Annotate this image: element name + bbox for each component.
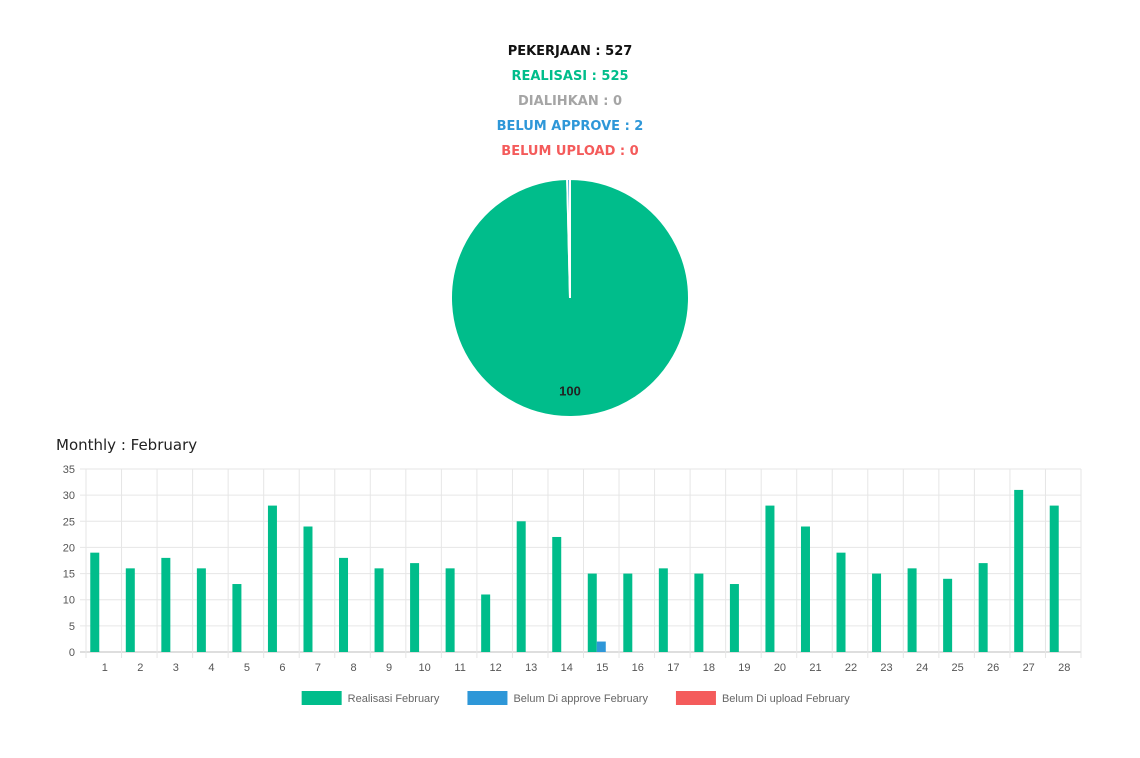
bar xyxy=(374,568,384,652)
x-tick-label: 2 xyxy=(137,662,143,674)
x-tick-label: 14 xyxy=(561,662,573,674)
legend-swatch xyxy=(675,691,716,705)
x-tick-label: 9 xyxy=(386,662,392,674)
bar xyxy=(267,505,277,652)
pie-chart: 100 xyxy=(440,172,700,422)
x-tick-label: 6 xyxy=(279,662,285,674)
x-tick-label: 8 xyxy=(350,662,356,674)
x-tick-label: 10 xyxy=(418,662,430,674)
x-tick-label: 1 xyxy=(102,662,108,674)
bar xyxy=(125,568,135,652)
legend-label: Belum Di upload February xyxy=(722,693,850,705)
x-tick-label: 15 xyxy=(596,662,608,674)
y-tick-label: 15 xyxy=(63,569,75,581)
x-tick-label: 12 xyxy=(490,662,502,674)
bar xyxy=(303,526,313,652)
x-tick-label: 4 xyxy=(208,662,214,674)
stat-belum-approve: BELUM APPROVE : 2 xyxy=(496,119,644,134)
x-tick-label: 26 xyxy=(987,662,999,674)
bar xyxy=(339,557,349,652)
bar xyxy=(90,552,100,652)
x-tick-label: 20 xyxy=(774,662,786,674)
stat-pekerjaan: PEKERJAAN : 527 xyxy=(507,44,633,59)
bar xyxy=(161,557,171,652)
bar xyxy=(978,563,988,652)
bar xyxy=(729,584,739,652)
x-tick-label: 5 xyxy=(244,662,250,674)
bar xyxy=(836,552,846,652)
stat-belum-upload: BELUM UPLOAD : 0 xyxy=(501,144,639,159)
y-tick-label: 0 xyxy=(69,647,75,659)
x-tick-label: 22 xyxy=(845,662,857,674)
bar xyxy=(1014,489,1024,652)
bar xyxy=(872,573,882,652)
y-tick-label: 20 xyxy=(63,542,75,554)
bar-chart-title: Monthly : February xyxy=(56,436,198,454)
stat-dialihkan: DIALIHKAN : 0 xyxy=(518,94,622,109)
legend-label: Belum Di approve February xyxy=(513,693,648,705)
x-tick-label: 3 xyxy=(173,662,179,674)
x-tick-label: 21 xyxy=(809,662,821,674)
bar xyxy=(800,526,810,652)
bar xyxy=(623,573,633,652)
y-tick-label: 5 xyxy=(69,621,75,633)
bar xyxy=(1049,505,1059,652)
bar xyxy=(481,594,491,652)
x-tick-label: 23 xyxy=(880,662,892,674)
legend-swatch xyxy=(467,691,508,705)
y-tick-label: 10 xyxy=(63,595,75,607)
x-tick-label: 18 xyxy=(703,662,715,674)
x-tick-label: 25 xyxy=(952,662,964,674)
y-tick-label: 25 xyxy=(63,516,75,528)
y-tick-label: 30 xyxy=(63,490,75,502)
x-tick-label: 19 xyxy=(738,662,750,674)
bar xyxy=(765,505,775,652)
bar xyxy=(587,573,597,652)
bar xyxy=(516,521,526,652)
pie-chart-svg: 100 xyxy=(450,177,690,418)
x-tick-label: 13 xyxy=(525,662,537,674)
bar xyxy=(552,536,562,652)
pie-slice xyxy=(566,177,571,299)
y-tick-label: 35 xyxy=(63,464,75,476)
pie-data-label: 100 xyxy=(559,384,581,399)
x-tick-label: 7 xyxy=(315,662,321,674)
x-tick-label: 11 xyxy=(454,662,465,674)
bar xyxy=(658,568,668,652)
x-tick-label: 24 xyxy=(916,662,928,674)
legend-swatch xyxy=(301,691,342,705)
bar xyxy=(196,568,206,652)
legend-label: Realisasi February xyxy=(348,693,440,705)
bar xyxy=(445,568,455,652)
bar xyxy=(410,563,420,652)
bar xyxy=(232,584,242,652)
x-tick-label: 16 xyxy=(632,662,644,674)
x-tick-label: 27 xyxy=(1023,662,1035,674)
bar xyxy=(907,568,917,652)
bar xyxy=(943,578,953,652)
stat-realisasi: REALISASI : 525 xyxy=(511,69,629,84)
bar xyxy=(596,641,606,652)
stats-summary: PEKERJAAN : 527 REALISASI : 525 DIALIHKA… xyxy=(0,42,1140,167)
x-tick-label: 17 xyxy=(667,662,679,674)
bar xyxy=(694,573,704,652)
x-tick-label: 28 xyxy=(1058,662,1070,674)
